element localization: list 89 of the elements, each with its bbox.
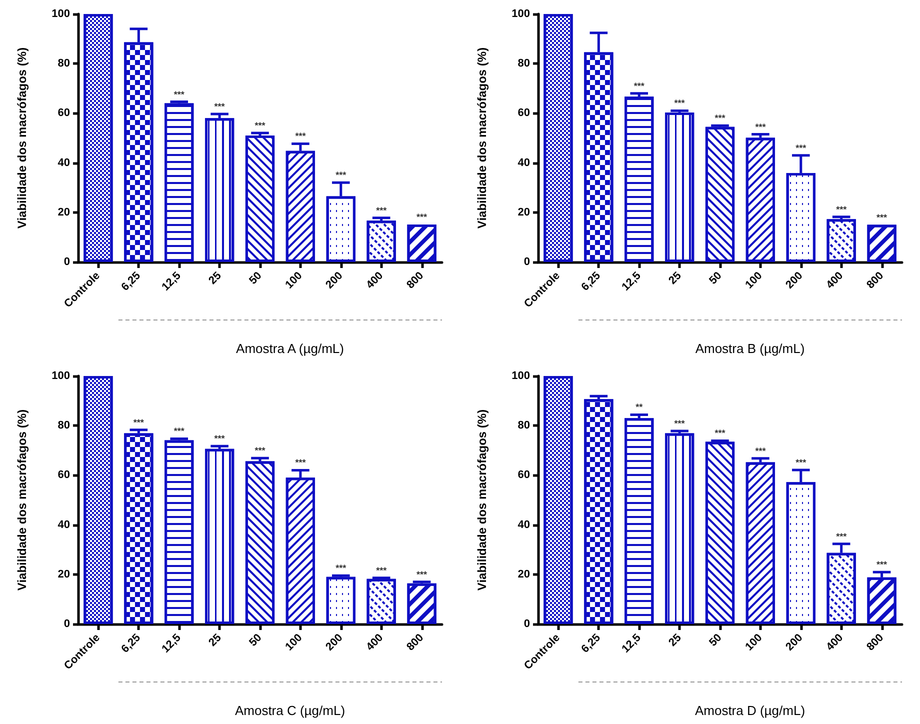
x-tick-label: 25 [206,632,224,649]
annotation: *** [714,428,726,438]
x-tick-label: 100 [283,632,305,654]
x-tick-label: 100 [743,270,765,292]
y-tick-label: 0 [64,256,70,268]
x-tick-label: 400 [364,632,386,654]
annotation: *** [133,417,144,428]
annotation: *** [416,212,428,222]
annotation: *** [254,120,266,131]
annotation: ** [636,402,644,412]
annotation: *** [674,418,686,429]
annotation: *** [376,565,388,576]
x-tick-label: 100 [743,632,765,654]
x-tick-label: 800 [864,632,886,654]
x-tick-label: 200 [784,632,806,654]
x-tick-label: 6,25 [119,270,143,294]
x-tick-label: 6,25 [119,632,143,656]
x-tick-label: 6,25 [579,632,603,656]
annotation: *** [836,531,848,542]
annotation: *** [336,170,347,180]
x-tick-label: 25 [666,270,684,287]
annotation: *** [796,142,807,153]
y-tick-label: 60 [518,469,530,482]
annotation: *** [214,101,226,112]
y-tick-label: 40 [518,156,530,169]
annotation: *** [214,434,226,444]
x-tick-label: 800 [404,632,426,654]
annotation: *** [876,212,888,222]
annotation: *** [836,204,848,214]
x-axis-title: Amostra C (µg/mL) [234,703,346,718]
y-axis-title: Viabilidade dos macrófagos (%) [475,409,489,591]
annotation: *** [336,563,347,574]
y-tick-label: 20 [518,206,530,218]
annotation: *** [254,446,266,456]
y-tick-label: 20 [58,568,70,580]
annotation: *** [295,458,306,468]
x-axis-title: Amostra B (µg/mL) [695,341,805,356]
x-tick-label: 200 [324,270,346,292]
annotation: *** [416,569,428,580]
x-axis-title: Amostra A (µg/mL) [236,341,344,356]
y-tick-label: 100 [512,8,530,20]
y-tick-label: 100 [512,370,530,382]
y-tick-label: 80 [58,58,70,70]
y-axis-title: Viabilidade dos macrófagos (%) [15,47,29,229]
annotation: *** [174,89,185,100]
y-axis-title: Viabilidade dos macrófagos (%) [475,47,489,229]
x-tick-label: 6,25 [579,270,603,294]
annotation: *** [674,98,686,108]
x-tick-label: 800 [404,270,426,292]
y-tick-label: 80 [518,58,530,70]
x-tick-label: 200 [324,632,346,654]
annotation: *** [174,426,185,436]
y-tick-label: 20 [518,568,530,580]
y-tick-label: 40 [58,518,70,531]
annotation: *** [796,457,807,468]
annotation: *** [376,205,388,216]
x-tick-label: 400 [364,270,386,292]
y-axis-title: Viabilidade dos macrófagos (%) [15,409,29,591]
annotation: *** [714,113,726,124]
x-tick-label: 400 [824,632,846,654]
x-tick-label: 200 [784,270,806,292]
x-tick-label: 25 [206,270,224,287]
x-tick-label: 50 [247,270,264,287]
y-tick-label: 40 [58,156,70,169]
y-tick-label: 40 [518,518,530,531]
y-tick-label: 60 [518,107,530,120]
y-tick-label: 60 [58,469,70,482]
annotation: *** [295,131,306,142]
annotation: *** [634,80,645,91]
y-tick-label: 100 [52,370,70,382]
y-tick-label: 80 [58,420,70,432]
annotation: *** [755,122,766,132]
x-tick-label: 50 [707,270,724,287]
y-tick-label: 20 [58,206,70,218]
x-tick-label: 50 [707,632,724,649]
y-tick-label: 0 [524,618,530,630]
x-tick-label: 50 [247,632,264,649]
y-tick-label: 0 [64,618,70,630]
x-tick-label: 400 [824,270,846,292]
x-tick-label: 25 [666,632,684,649]
x-tick-label: 800 [864,270,886,292]
y-tick-label: 100 [52,8,70,20]
x-axis-title: Amostra D (µg/mL) [694,703,806,718]
x-tick-label: 100 [283,270,305,292]
y-tick-label: 60 [58,107,70,120]
annotation: *** [755,446,766,456]
y-tick-label: 0 [524,256,530,268]
y-tick-label: 80 [518,420,530,432]
annotation: *** [876,560,888,570]
